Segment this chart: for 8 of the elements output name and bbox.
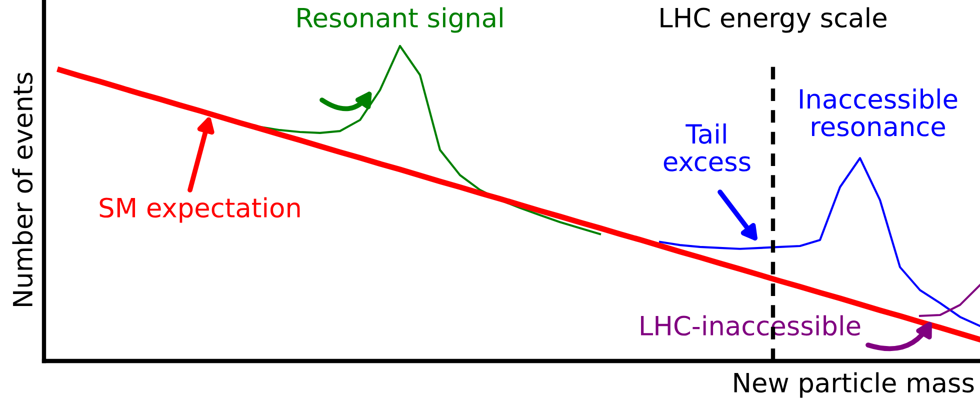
y-axis-title: Number of events [12,72,33,306]
text: LHC energy scale [660,7,886,33]
legend-label: LHC-inaccessible [641,315,860,336]
series-label: Resonant signal [298,7,502,33]
annotation: Tail excess [664,123,750,172]
annotation: Inaccessible resonance [800,88,958,136]
text: SM expectation [100,197,300,223]
x-axis-title: New particle mass [734,372,974,398]
